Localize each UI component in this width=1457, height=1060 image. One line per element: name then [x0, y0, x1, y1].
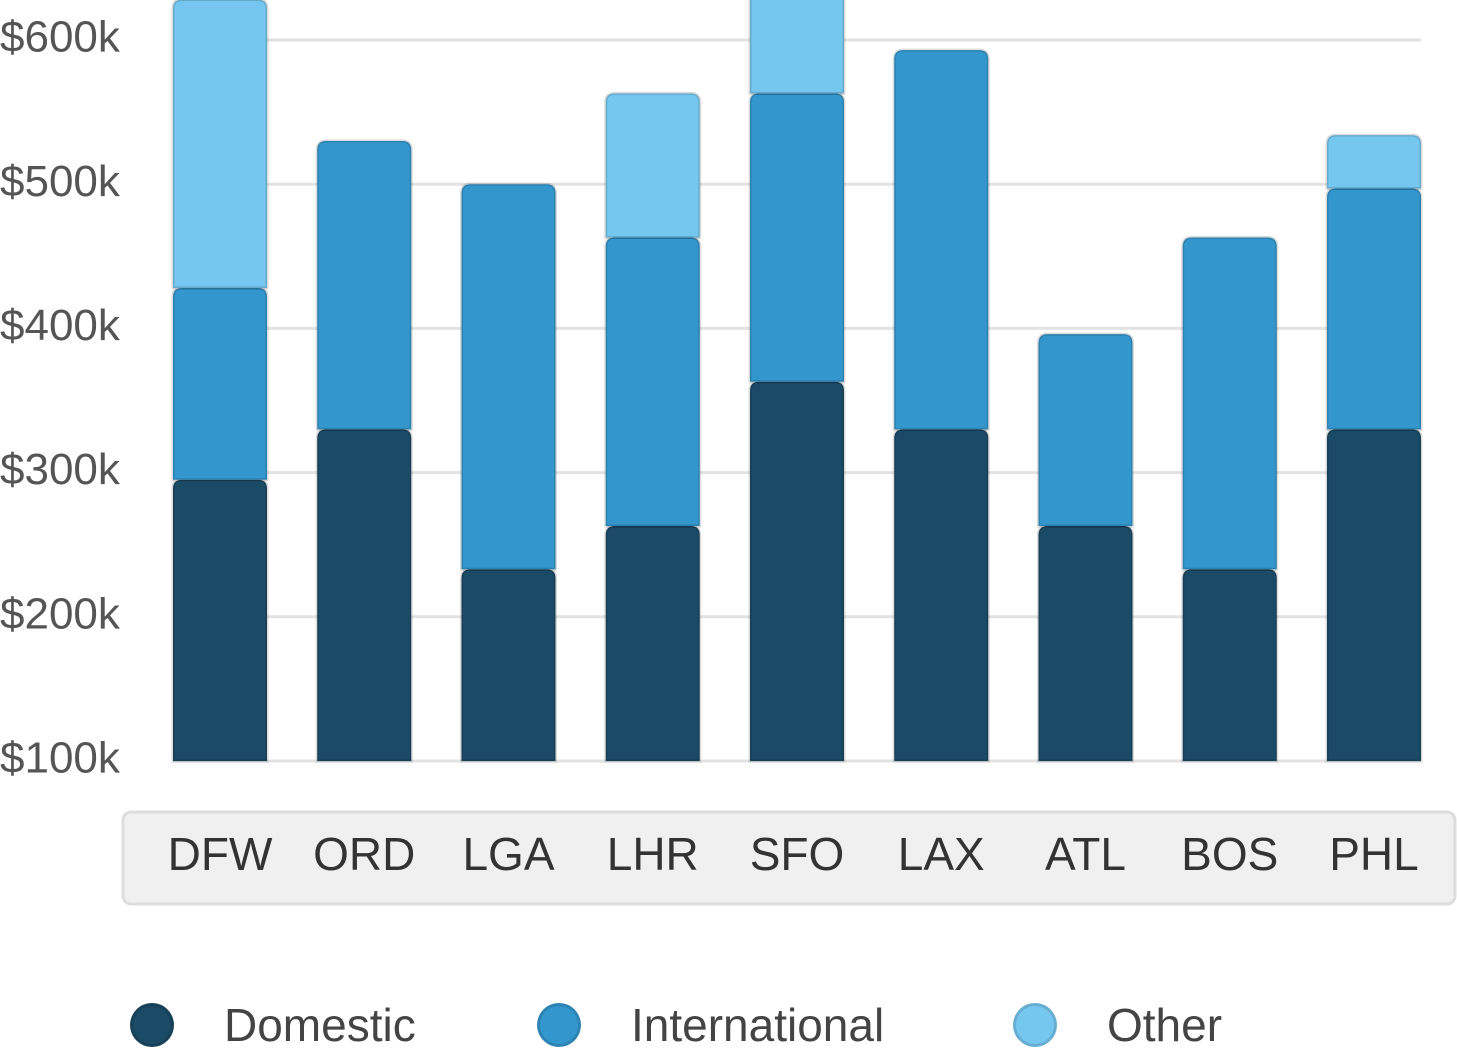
x-tick-label: BOS	[1181, 828, 1278, 880]
bar-lga-international	[460, 182, 557, 571]
bar-ord-international	[315, 139, 413, 431]
legend-label: International	[631, 999, 885, 1051]
x-tick-label: ORD	[313, 828, 415, 880]
legend-item-other[interactable]: Other	[1013, 990, 1222, 1060]
legend-swatch	[1013, 1003, 1057, 1047]
bar-sfo-other	[748, 0, 846, 95]
legend-label: Domestic	[224, 999, 416, 1051]
bar-dfw-domestic	[171, 478, 269, 763]
bar-bos-domestic	[1181, 567, 1279, 763]
bar-atl-domestic	[1037, 524, 1134, 763]
x-tick-label: LGA	[462, 828, 554, 880]
bar-lax-domestic	[892, 427, 990, 763]
x-axis-label-band	[121, 810, 1457, 906]
x-tick-label: LHR	[607, 828, 699, 880]
bar-sfo-domestic	[748, 380, 846, 763]
y-tick-label: $100k	[0, 734, 121, 783]
x-tick-label: PHL	[1329, 828, 1418, 880]
y-tick-label: $200k	[0, 589, 121, 638]
x-axis-tick-labels: DFW ORD LGA LHR SFO LAX ATL BOS PHL	[168, 828, 1419, 880]
legend: Domestic International Other	[0, 990, 1457, 1060]
bar-stack-atl	[1037, 332, 1134, 763]
y-tick-label: $300k	[0, 445, 121, 494]
legend-item-domestic[interactable]: Domestic	[130, 990, 416, 1060]
bar-stack-dfw	[171, 0, 269, 763]
bar-stack-lhr	[604, 91, 702, 763]
bar-atl-international	[1037, 332, 1134, 528]
bar-bos-international	[1181, 236, 1279, 571]
legend-swatch	[130, 1003, 174, 1047]
bar-phl-international	[1325, 187, 1423, 431]
y-tick-label: $500k	[0, 157, 121, 206]
bar-lhr-other	[604, 91, 702, 240]
legend-item-international[interactable]: International	[537, 990, 884, 1060]
y-axis-tick-labels: $100k $200k $300k $400k $500k $600k	[0, 13, 121, 783]
bar-stack-ord	[315, 139, 413, 763]
bars	[171, 0, 1423, 763]
bar-stack-lga	[460, 182, 557, 763]
legend-swatch	[537, 1003, 581, 1047]
stacked-bar-chart: $100k $200k $300k $400k $500k $600k DFW ORD LGA…	[0, 0, 1457, 906]
bar-stack-phl	[1325, 133, 1423, 763]
bar-dfw-other	[171, 0, 269, 290]
bar-stack-lax	[892, 48, 990, 763]
legend-label: Other	[1107, 999, 1223, 1051]
bar-sfo-international	[748, 91, 846, 384]
bar-stack-sfo	[748, 0, 846, 763]
x-tick-label: LAX	[898, 828, 985, 880]
bar-lax-international	[892, 48, 990, 431]
bar-ord-domestic	[315, 427, 413, 763]
bar-lhr-domestic	[604, 524, 702, 763]
bar-lga-domestic	[460, 567, 557, 763]
x-tick-label: SFO	[750, 828, 845, 880]
x-tick-label: DFW	[168, 828, 273, 880]
bar-stack-bos	[1181, 236, 1279, 763]
bar-phl-other	[1325, 133, 1423, 191]
bar-dfw-international	[171, 286, 269, 482]
y-tick-label: $400k	[0, 301, 121, 350]
x-tick-label: ATL	[1045, 828, 1126, 880]
bar-lhr-international	[604, 236, 702, 528]
bar-phl-domestic	[1325, 427, 1423, 763]
y-tick-label: $600k	[0, 13, 121, 62]
